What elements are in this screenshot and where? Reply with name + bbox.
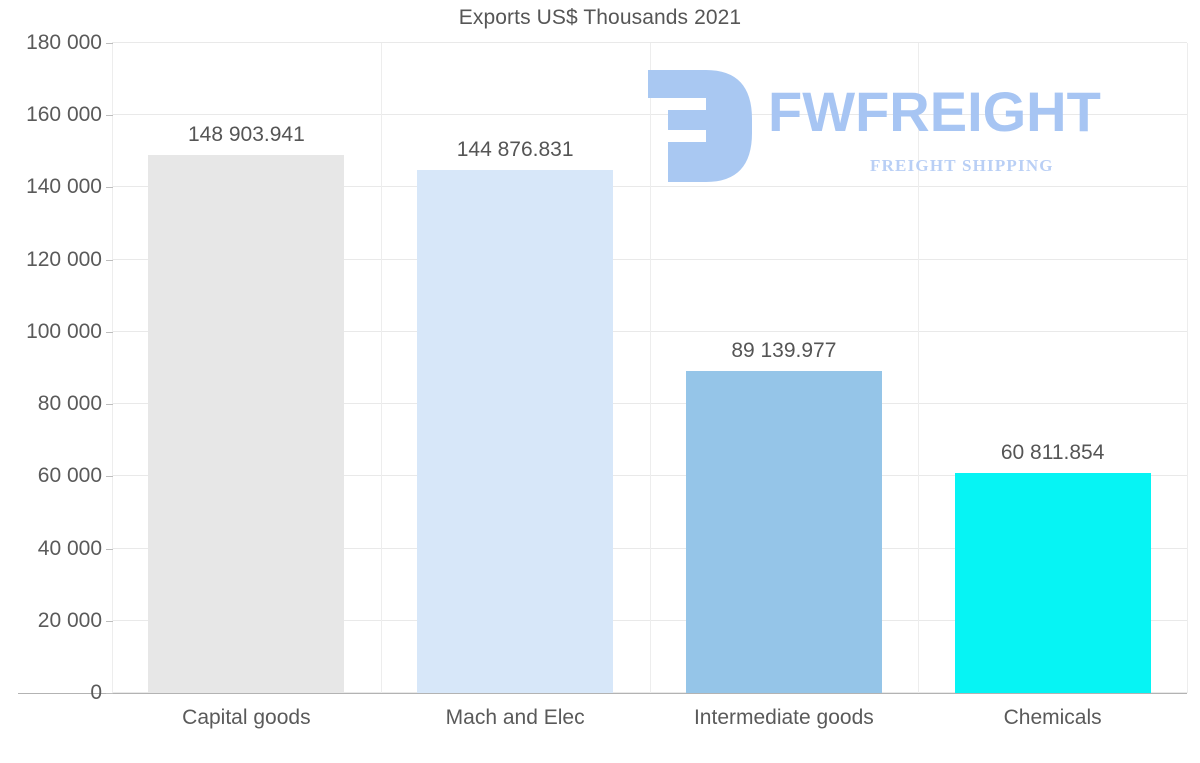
gridline-vertical	[918, 43, 920, 693]
bar[interactable]	[954, 473, 1151, 693]
y-axis-tick-label: 100 000	[26, 319, 102, 343]
y-axis-tick-label: 60 000	[37, 464, 102, 488]
x-axis-category-label: Capital goods	[182, 706, 311, 729]
y-axis-tick-label: 0	[90, 681, 102, 704]
y-axis-tick-label: 120 000	[26, 247, 102, 271]
bar-value-label: 148 903.941	[187, 123, 305, 147]
bar[interactable]	[417, 169, 614, 693]
y-axis-tick-mark	[106, 259, 113, 261]
y-axis-tick-mark	[106, 548, 113, 550]
y-axis-tick-label: 180 000	[26, 31, 102, 54]
y-axis-tick-mark	[106, 476, 113, 478]
y-axis-tick-label: 140 000	[26, 175, 102, 199]
bar[interactable]	[148, 155, 345, 693]
y-axis-tick-mark	[106, 620, 113, 622]
bar-value-label: 89 139.977	[731, 339, 837, 363]
x-axis-category-label: Mach and Elec	[445, 706, 585, 729]
x-axis-category-label: Intermediate goods	[693, 706, 874, 729]
gridline-vertical	[380, 43, 382, 693]
gridline-vertical	[1187, 43, 1188, 693]
bar-value-label: 60 811.854	[1000, 441, 1105, 465]
gridline-horizontal	[112, 42, 1187, 43]
y-axis-tick-mark	[106, 187, 113, 189]
gridline-vertical	[649, 43, 651, 693]
y-axis-tick-label: 80 000	[37, 392, 102, 416]
bar-value-label: 144 876.831	[456, 137, 574, 161]
y-axis-tick-label: 20 000	[37, 608, 102, 632]
chart-title: Exports US$ Thousands 2021	[458, 6, 742, 29]
y-axis-tick-label: 40 000	[37, 536, 102, 560]
x-axis-line	[18, 693, 1187, 694]
x-axis-category-label: Chemicals	[1003, 706, 1102, 729]
y-axis-tick-mark	[106, 331, 113, 333]
y-axis-tick-mark	[106, 693, 113, 694]
y-axis-tick-mark	[106, 115, 113, 117]
y-axis-tick-label: 160 000	[26, 103, 102, 127]
gridline-vertical	[112, 43, 113, 693]
y-axis-tick-mark	[106, 43, 113, 44]
bar[interactable]	[685, 371, 882, 693]
y-axis-tick-mark	[106, 404, 113, 406]
